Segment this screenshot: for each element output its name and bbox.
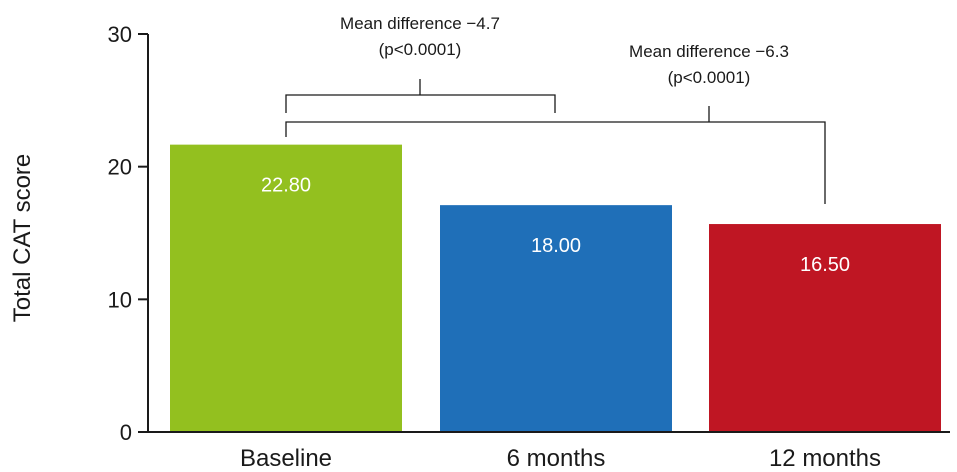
annotation-text: Mean difference −4.7 [340,14,500,33]
bar [709,224,941,432]
annotation-text: (p<0.0001) [668,68,751,87]
x-tick-label: 6 months [507,445,606,472]
bar-value-label: 16.50 [800,254,850,276]
bar [170,144,402,433]
y-tick-label: 10 [108,287,132,312]
bar-value-label: 18.00 [531,235,581,257]
bar-value-label: 22.80 [261,175,311,197]
annotation-text: (p<0.0001) [379,40,462,59]
bar [440,205,672,432]
significance-bracket [285,94,556,113]
bars: 22.80 18.00 16.50 [170,144,941,433]
x-tick-label: 12 months [769,445,881,472]
significance-bracket [285,121,826,204]
x-tick-label: Baseline [240,445,332,472]
y-tick-label: 0 [120,420,132,445]
y-tick-label: 30 [108,22,132,47]
annotations: Mean difference −4.7 (p<0.0001) Mean diffe… [285,14,826,204]
y-axis-label: Total CAT score [9,154,36,323]
annotation-text: Mean difference −6.3 [629,42,789,61]
x-axis: Baseline 6 months 12 months [148,431,950,472]
y-tick-label: 20 [108,155,132,180]
y-axis: 0 10 20 30 [108,22,149,445]
